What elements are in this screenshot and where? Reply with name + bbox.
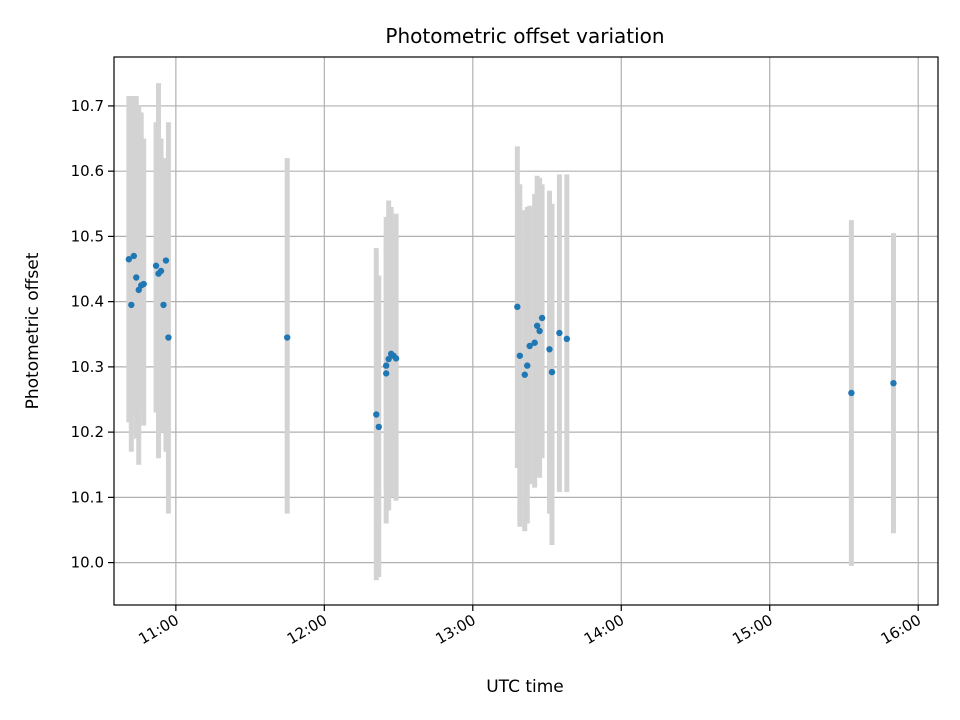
y-tick-label: 10.3	[71, 358, 104, 376]
data-point	[385, 355, 392, 363]
data-point	[140, 280, 147, 288]
data-point	[514, 303, 521, 311]
x-axis-title: UTC time	[486, 677, 564, 697]
y-tick-label: 10.1	[71, 488, 104, 506]
data-point	[533, 322, 541, 329]
data-points	[125, 252, 897, 431]
y-axis: 10.0 10.1 10.2 10.3 10.4 10.5 10.6 10.7	[71, 97, 114, 572]
data-point	[521, 371, 528, 378]
plot-frame	[113, 56, 939, 606]
data-point	[526, 342, 533, 350]
data-point	[162, 257, 170, 264]
data-point	[563, 335, 571, 343]
data-point	[524, 362, 531, 369]
data-point	[157, 267, 165, 275]
data-point	[546, 346, 553, 353]
chart-title: Photometric offset variation	[385, 24, 664, 48]
data-point	[375, 423, 382, 431]
data-point	[160, 301, 167, 309]
data-point	[548, 368, 556, 376]
data-point	[152, 262, 160, 269]
data-point	[133, 274, 140, 281]
data-point	[125, 256, 133, 263]
data-point	[538, 314, 546, 322]
data-point	[536, 327, 543, 335]
data-point	[392, 355, 400, 362]
data-point	[128, 301, 135, 309]
y-tick-label: 10.7	[71, 97, 104, 115]
y-axis-title: Photometric offset	[23, 252, 43, 409]
data-point	[382, 370, 390, 377]
data-point	[890, 379, 897, 387]
data-point	[165, 334, 172, 341]
y-tick-label: 10.6	[71, 162, 104, 180]
data-point	[382, 362, 390, 369]
y-tick-label: 10.0	[71, 554, 104, 572]
data-point	[130, 252, 137, 260]
data-point	[848, 389, 855, 397]
data-point	[373, 411, 380, 418]
y-tick-label: 10.2	[71, 423, 104, 441]
data-point	[531, 339, 538, 346]
data-point	[556, 329, 563, 337]
y-tick-label: 10.4	[71, 293, 104, 311]
data-point	[516, 352, 524, 359]
y-tick-label: 10.5	[71, 227, 104, 245]
data-point	[284, 334, 291, 341]
